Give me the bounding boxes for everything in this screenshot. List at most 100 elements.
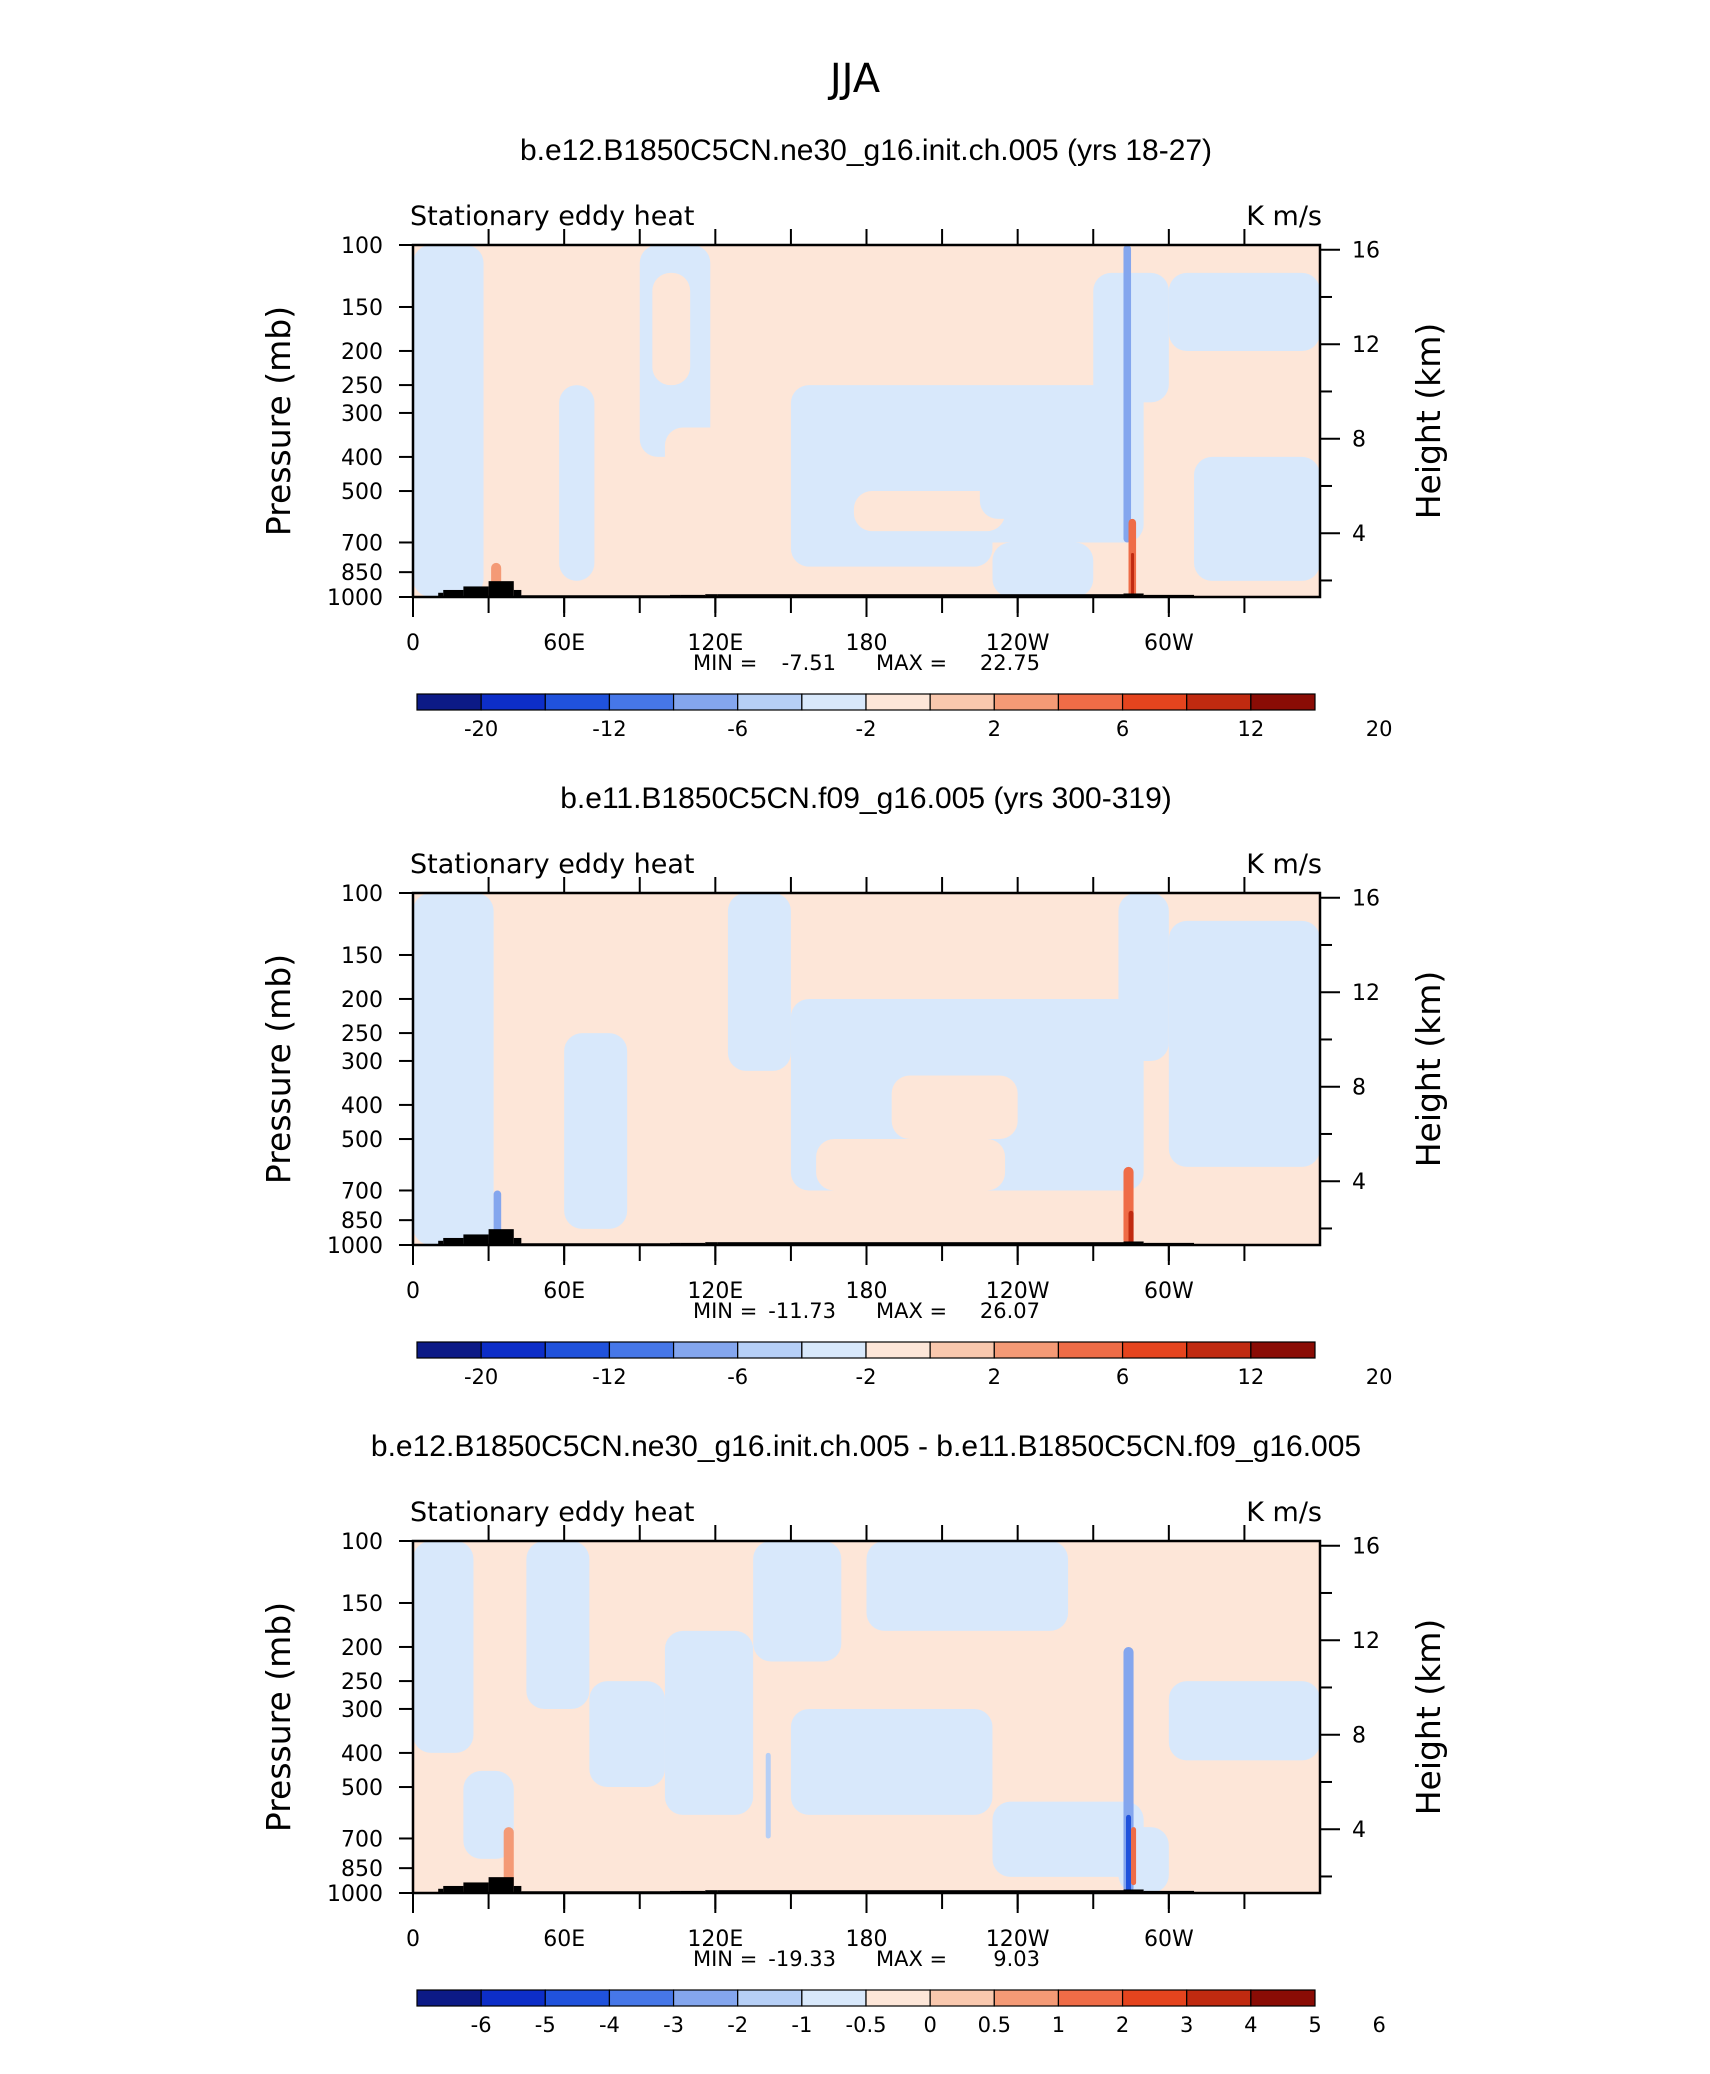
y2-axis-title: Height (km) [1409,323,1448,520]
topography-block [488,581,514,597]
y-tick-label: 1000 [327,1882,383,1907]
colorbar-label: 2 [1116,2013,1129,2037]
colorbar-swatch [801,693,867,711]
colorbar-label: -5 [535,2013,556,2037]
y2-tick-label: 16 [1352,239,1380,264]
max-label: MAX = [876,1947,947,1971]
x-tick-label: 0 [406,1279,420,1304]
colorbar-swatch [544,1989,611,2007]
topography-block [438,1240,444,1245]
topography-block [443,1237,464,1245]
y-tick-label: 400 [341,1094,383,1119]
y-axis-title: Pressure (mb) [259,1602,298,1832]
y-axis-title: Pressure (mb) [259,306,298,536]
max-value: 9.03 [993,1947,1040,1971]
units-label: K m/s [1246,1497,1322,1528]
colorbar: -20 -12 -6 -2 2 6 12 20 [416,693,1393,741]
colorbar-label: -6 [727,1365,748,1389]
y-tick-label: 300 [341,402,383,427]
contour-region [992,1801,1144,1877]
max-value: 26.07 [980,1299,1040,1323]
topography-block [717,1890,1124,1893]
colorbar-swatch [1250,693,1316,711]
y-tick-label: 500 [341,1128,383,1153]
contour-region [463,1770,514,1859]
colorbar-swatch [1057,693,1124,711]
colorbar-label: -6 [727,717,748,741]
topography-block [717,1242,1124,1245]
variable-label: Stationary eddy heat [410,1497,695,1528]
topography-block [438,1888,444,1893]
topography-block [705,594,718,597]
y2-tick-label: 8 [1352,1724,1366,1749]
colorbar-swatch [993,1341,1060,1359]
colorbar: -20 -12 -6 -2 2 6 12 20 [416,1341,1393,1389]
colorbar-label: 2 [988,1365,1001,1389]
y-tick-label: 100 [341,882,383,907]
colorbar-swatch [480,693,546,711]
x-tick-label: 60E [543,1279,585,1304]
y-tick-label: 1000 [327,1234,383,1259]
colorbar-swatch [480,1341,546,1359]
contour-region [664,1630,754,1815]
colorbar-label: 6 [1116,717,1129,741]
topography-block [1123,1889,1144,1893]
x-tick-label: 0 [406,631,420,656]
contour-region [513,316,552,543]
min-value: -11.73 [768,1299,836,1323]
max-label: MAX = [876,651,947,675]
topography-block [1123,593,1144,597]
topography-block [443,1885,464,1893]
colorbar-label: -4 [599,2013,620,2037]
min-value: -7.51 [782,651,836,675]
colorbar-label: 3 [1180,2013,1193,2037]
y-tick-label: 400 [341,1742,383,1767]
min-label: MIN = [693,1299,757,1323]
colorbar-swatch [1121,693,1188,711]
contour-region [413,1541,474,1753]
min-label: MIN = [693,1947,757,1971]
panels: b.e12.B1850C5CN.ne30_g16.init.ch.005 (yr… [259,134,1448,2037]
colorbar-label: -20 [464,1365,498,1389]
x-tick-label: 120E [687,1927,743,1952]
topography-block [513,589,522,597]
topography-block [513,1885,522,1893]
colorbar-swatch [1121,1989,1188,2007]
contour-region [979,427,1144,519]
colorbar-label: 2 [988,717,1001,741]
colorbar-label: 20 [1366,717,1393,741]
min-value: -19.33 [768,1947,836,1971]
contour-region [992,542,1094,597]
contour-region [564,1033,628,1229]
colorbar-swatch [1250,1989,1316,2007]
y-tick-label: 500 [341,480,383,505]
y-tick-label: 150 [341,944,383,969]
contour-region [891,1075,1018,1140]
colorbar-swatch [672,693,739,711]
y2-tick-label: 4 [1352,1170,1366,1195]
x-tick-label: 60W [1144,1927,1194,1952]
y-tick-label: 700 [341,1179,383,1204]
y-tick-label: 500 [341,1776,383,1801]
contour-region [816,1139,1006,1191]
y2-tick-label: 4 [1352,522,1366,547]
field [413,1541,1320,1893]
colorbar-swatch [865,1341,931,1359]
topography-block [488,1229,514,1245]
variable-label: Stationary eddy heat [410,849,695,880]
colorbar-swatch [1057,1341,1124,1359]
colorbar-swatch [865,1989,931,2007]
colorbar-swatch [416,1989,482,2007]
colorbar: -6 -5 -4 -3 -2 -1 -0.5 0 0.5 1 2 3 4 5 6 [416,1989,1386,2037]
colorbar-label: -3 [663,2013,684,2037]
colorbar-swatch [544,693,611,711]
panel-title: b.e12.B1850C5CN.ne30_g16.init.ch.005 (yr… [520,134,1212,167]
y-tick-label: 300 [341,1050,383,1075]
topography-block [463,586,489,597]
colorbar-swatch [416,693,482,711]
colorbar-swatch [929,1341,995,1359]
colorbar-swatch [865,693,931,711]
colorbar-swatch [993,1989,1060,2007]
colorbar-swatch [801,1341,867,1359]
